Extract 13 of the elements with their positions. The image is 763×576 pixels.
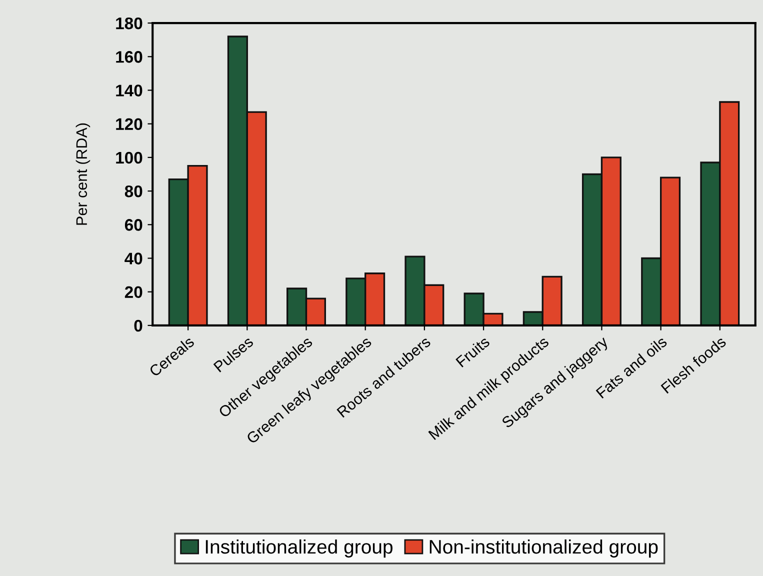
legend-label: Institutionalized group xyxy=(206,539,392,558)
y-tick-label: 60 xyxy=(124,219,142,231)
legend-label: Non-institutionalized group xyxy=(430,539,658,558)
y-tick-label: 40 xyxy=(124,252,142,264)
y-axis-title: Per cent (RDA) xyxy=(76,123,90,225)
y-tick-label: 80 xyxy=(124,185,142,198)
y-tick-label: 20 xyxy=(124,286,142,298)
y-tick-label: 100 xyxy=(116,152,142,164)
y-tick-label: 160 xyxy=(116,51,142,63)
y-tick-label: 0 xyxy=(134,320,142,332)
y-tick-label: 140 xyxy=(116,84,142,96)
y-tick-label: 180 xyxy=(116,17,142,30)
y-tick-label: 120 xyxy=(116,118,142,130)
